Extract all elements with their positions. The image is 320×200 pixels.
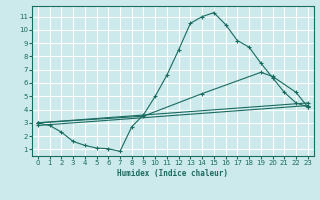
X-axis label: Humidex (Indice chaleur): Humidex (Indice chaleur) xyxy=(117,169,228,178)
